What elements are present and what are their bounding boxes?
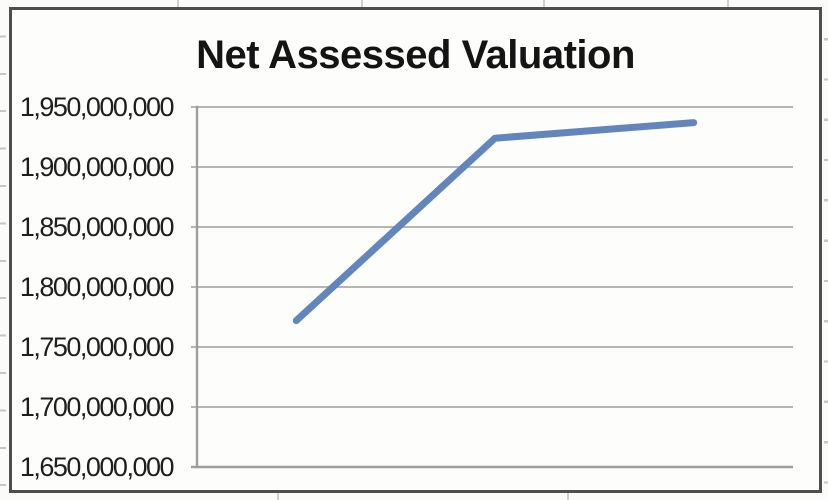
y-axis-tick-label: 1,800,000,000 (19, 272, 175, 302)
chart-title: Net Assessed Valuation (196, 33, 635, 77)
data-line-net-assessed-valuation (292, 119, 698, 325)
spreadsheet-columnline-remnant (277, 493, 279, 500)
y-axis-tick-label: 1,950,000,000 (19, 92, 175, 122)
y-axis-tick-label: 1,650,000,000 (19, 452, 175, 482)
spreadsheet-columnline-remnant (727, 0, 729, 7)
spreadsheet-columnline-remnant (543, 0, 545, 7)
spreadsheet-columnline-remnant (177, 0, 179, 7)
chart-frame (9, 7, 822, 493)
y-axis-tick-label: 1,900,000,000 (19, 152, 175, 182)
y-axis-tick-label: 1,750,000,000 (19, 332, 175, 362)
y-axis-tick-label: 1,850,000,000 (19, 212, 175, 242)
y-axis-tick-label: 1,700,000,000 (19, 392, 175, 422)
spreadsheet-rowline-remnants-right (824, 0, 828, 500)
spreadsheet-columnline-remnant (567, 493, 569, 500)
spreadsheet-rowline-remnants-left (0, 0, 6, 500)
spreadsheet-columnline-remnant (361, 0, 363, 7)
